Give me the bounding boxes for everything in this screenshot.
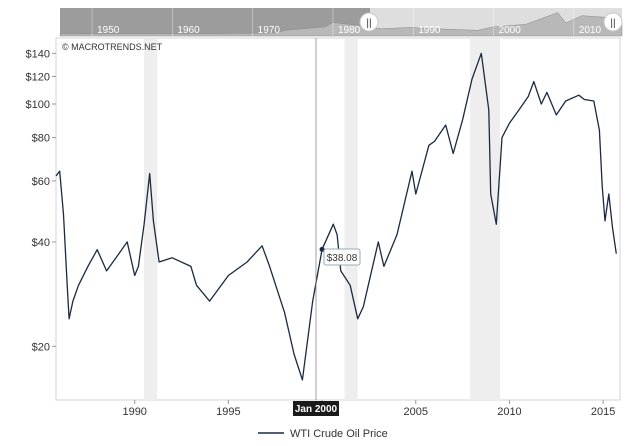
- hover-point: [319, 246, 325, 252]
- x-axis-hover-label: Jan 2000: [293, 401, 339, 416]
- y-tick-label: $80: [32, 133, 50, 145]
- y-tick-label: $20: [32, 341, 50, 353]
- x-hover-label-text: Jan 2000: [295, 404, 338, 415]
- handle-left-knob[interactable]: [359, 12, 379, 32]
- navigator-decade-label: 2000: [499, 25, 522, 36]
- navigator-decade-label: 1980: [338, 25, 361, 36]
- x-tick-label: 2005: [404, 406, 428, 418]
- x-hover-label-box: [293, 401, 339, 416]
- value-tooltip: $38.08: [323, 248, 361, 266]
- x-tick-label: 2015: [591, 406, 615, 418]
- x-tick-label: 1990: [122, 406, 146, 418]
- handle-left-grip-icon: ||: [366, 18, 371, 29]
- plot-area: [55, 37, 621, 401]
- handle-right-knob[interactable]: [603, 12, 623, 32]
- legend-label[interactable]: WTI Crude Oil Price: [290, 428, 388, 440]
- y-tick-label: $100: [26, 99, 50, 111]
- recession-band-0: [144, 39, 158, 400]
- tooltip-box: [323, 248, 361, 266]
- navigator-decade-label: 1960: [177, 25, 200, 36]
- handle-right-grip-icon: ||: [610, 18, 615, 29]
- navigator-decade-label: 1950: [97, 25, 120, 36]
- y-tick-label: $60: [32, 176, 50, 188]
- x-tick-label: 1995: [216, 406, 240, 418]
- y-tick-label: $120: [26, 72, 50, 84]
- y-tick-label: $40: [32, 237, 50, 249]
- navigator-decade-label: 1970: [258, 25, 281, 36]
- x-axis: 199019952000200520102015: [122, 400, 615, 418]
- navigator-right-handle[interactable]: ||: [603, 12, 623, 32]
- navigator-decade-label: 2010: [579, 25, 602, 36]
- navigator-left-handle[interactable]: ||: [359, 12, 379, 32]
- source-credit: © MACROTRENDS.NET: [62, 42, 163, 52]
- series-line-wti[interactable]: [55, 52, 617, 381]
- range-navigator[interactable]: 1950 1960 1970 1980 1990 2000 2010 || ||: [59, 8, 623, 37]
- recession-band-1: [344, 39, 358, 400]
- y-tick-label: $140: [26, 48, 50, 60]
- legend[interactable]: WTI Crude Oil Price: [258, 428, 388, 440]
- navigator-decade-label: 1990: [418, 25, 441, 36]
- y-axis: $20 $40 $60 $80 $100 $120 $140: [26, 48, 56, 353]
- x-tick-label: 2010: [497, 406, 521, 418]
- tooltip-value: $38.08: [327, 253, 358, 264]
